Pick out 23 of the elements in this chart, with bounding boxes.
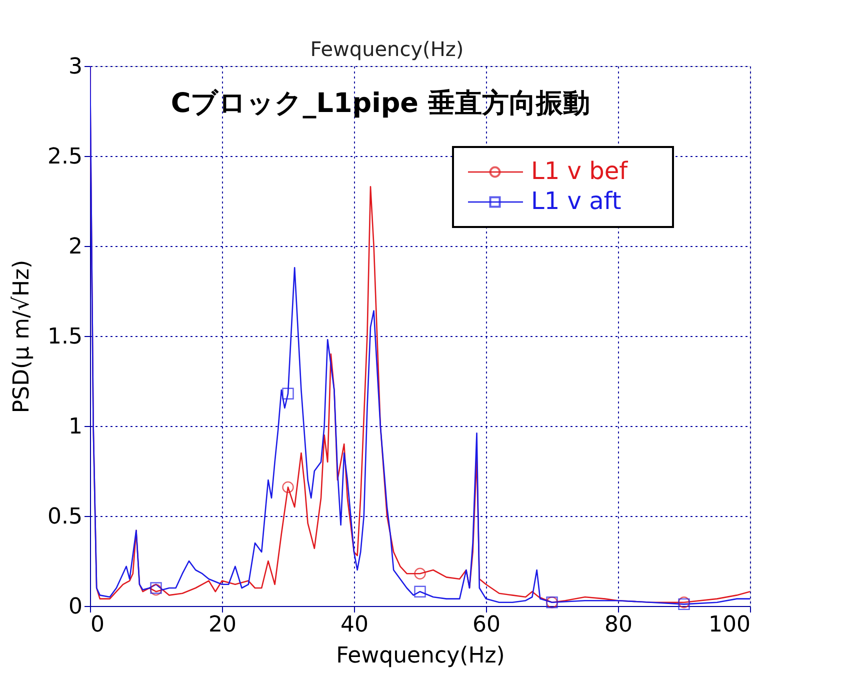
y-tick-label: 1 (68, 414, 82, 440)
x-tick-label: 60 (472, 612, 500, 638)
x-tick-label: 20 (208, 612, 236, 638)
y-tick-label: 3 (68, 54, 82, 80)
text: Fewquency(Hz) (310, 37, 464, 61)
point (282, 481, 294, 494)
x-tick-label: 100 (708, 612, 750, 638)
x-axis-title: Fewquency(Hz) (336, 644, 505, 668)
x-tick-label: 80 (604, 612, 632, 638)
y-tick-label: 1.5 (48, 324, 82, 350)
x-tick-label: 40 (340, 612, 368, 638)
point (414, 586, 426, 598)
y-tick-label: 2.5 (48, 144, 82, 170)
x-tick-label: 0 (90, 612, 104, 638)
y-tick-label: 0 (68, 594, 82, 620)
legend-label: L1 v aft (531, 187, 622, 215)
y-tick-label: 2 (68, 234, 82, 260)
y-axis-title: PSD(μ m/√Hz) (10, 260, 35, 414)
point (414, 568, 426, 580)
point (282, 388, 294, 400)
text: Cブロック_L1pipe 垂直方向振動 (170, 88, 590, 119)
legend-label: L1 v bef (531, 157, 628, 185)
y-tick-label: 0.5 (48, 504, 82, 530)
